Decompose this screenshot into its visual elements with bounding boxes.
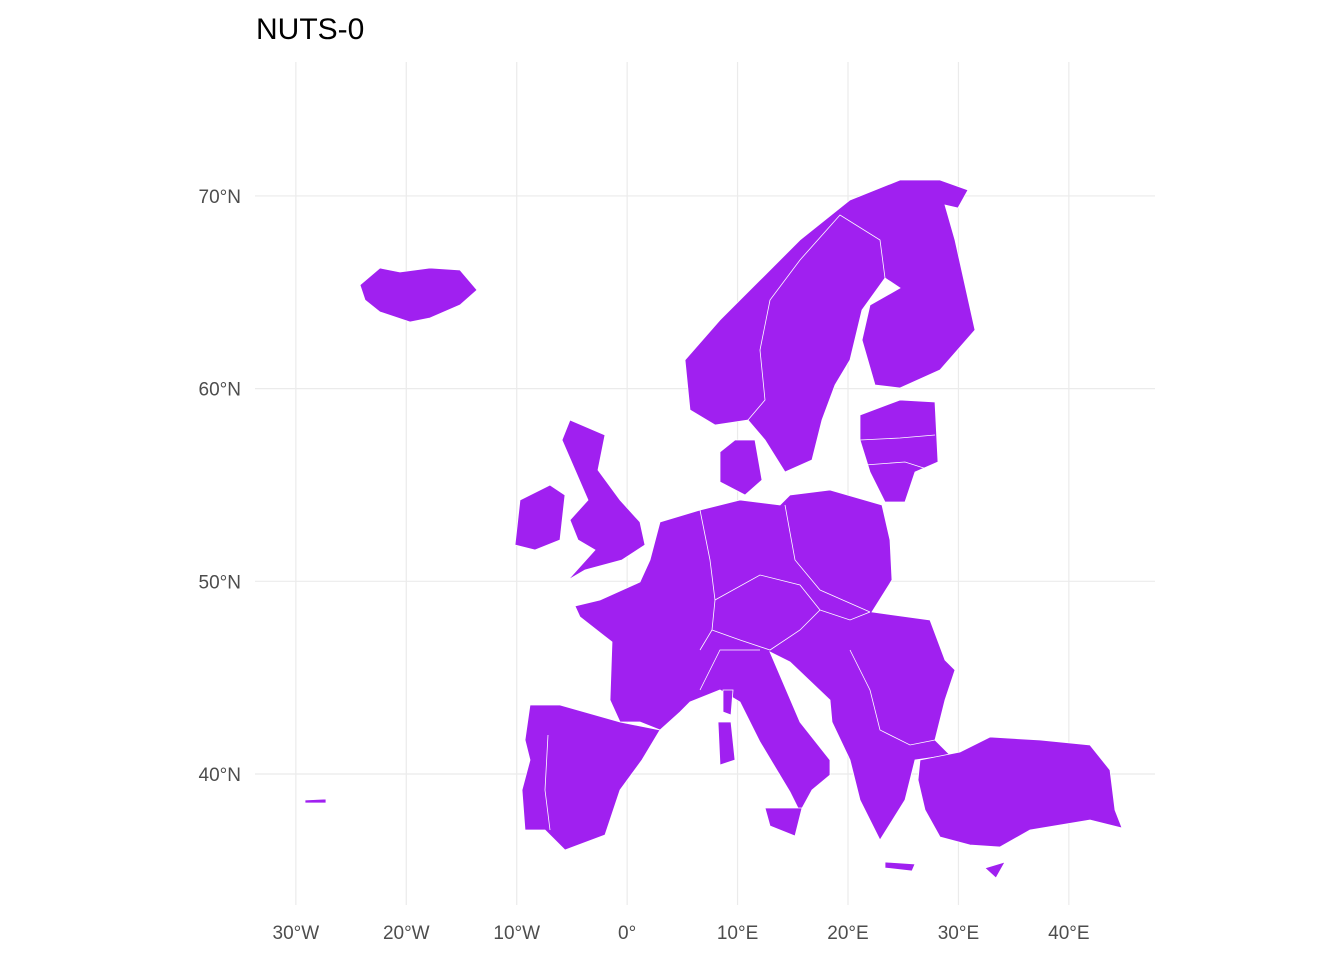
country-border — [747, 214, 886, 421]
y-tick-label: 50°N — [199, 572, 241, 593]
country-border — [864, 461, 931, 471]
y-tick-label: 70°N — [199, 187, 241, 208]
turkey — [917, 736, 1123, 848]
baltics — [859, 399, 939, 503]
scandinavia — [684, 179, 976, 473]
iberia — [521, 704, 661, 851]
continent — [574, 489, 956, 841]
country-border — [819, 609, 871, 621]
corsica — [722, 689, 734, 716]
x-tick-label: 30°E — [938, 923, 979, 944]
map — [304, 179, 1123, 879]
x-tick-label: 10°E — [717, 923, 758, 944]
crete — [884, 861, 916, 872]
sicily — [764, 807, 803, 837]
x-tick-label: 10°W — [493, 923, 540, 944]
y-axis: 40°N 50°N 60°N 70°N — [199, 187, 241, 786]
x-axis: 30°W 20°W 10°W 0° 10°E 20°E 30°E 40°E — [273, 923, 1090, 944]
denmark — [719, 439, 763, 496]
country-border — [699, 649, 760, 691]
iceland — [359, 267, 478, 323]
country-border — [784, 504, 871, 613]
cyprus — [984, 861, 1006, 879]
country-border — [711, 574, 821, 651]
sardinia — [717, 721, 736, 766]
y-tick-label: 40°N — [199, 765, 241, 786]
x-tick-label: 20°E — [827, 923, 868, 944]
x-tick-label: 30°W — [273, 923, 320, 944]
x-tick-label: 20°W — [383, 923, 430, 944]
x-tick-label: 0° — [618, 923, 636, 944]
ireland — [514, 484, 566, 551]
chart-title: NUTS-0 — [256, 13, 364, 46]
country-border — [849, 649, 936, 746]
y-tick-label: 60°N — [199, 380, 241, 401]
great-britain — [561, 419, 646, 581]
x-tick-label: 40°E — [1048, 923, 1089, 944]
country-border — [544, 734, 551, 831]
country-border — [859, 434, 936, 441]
azores — [304, 798, 327, 804]
